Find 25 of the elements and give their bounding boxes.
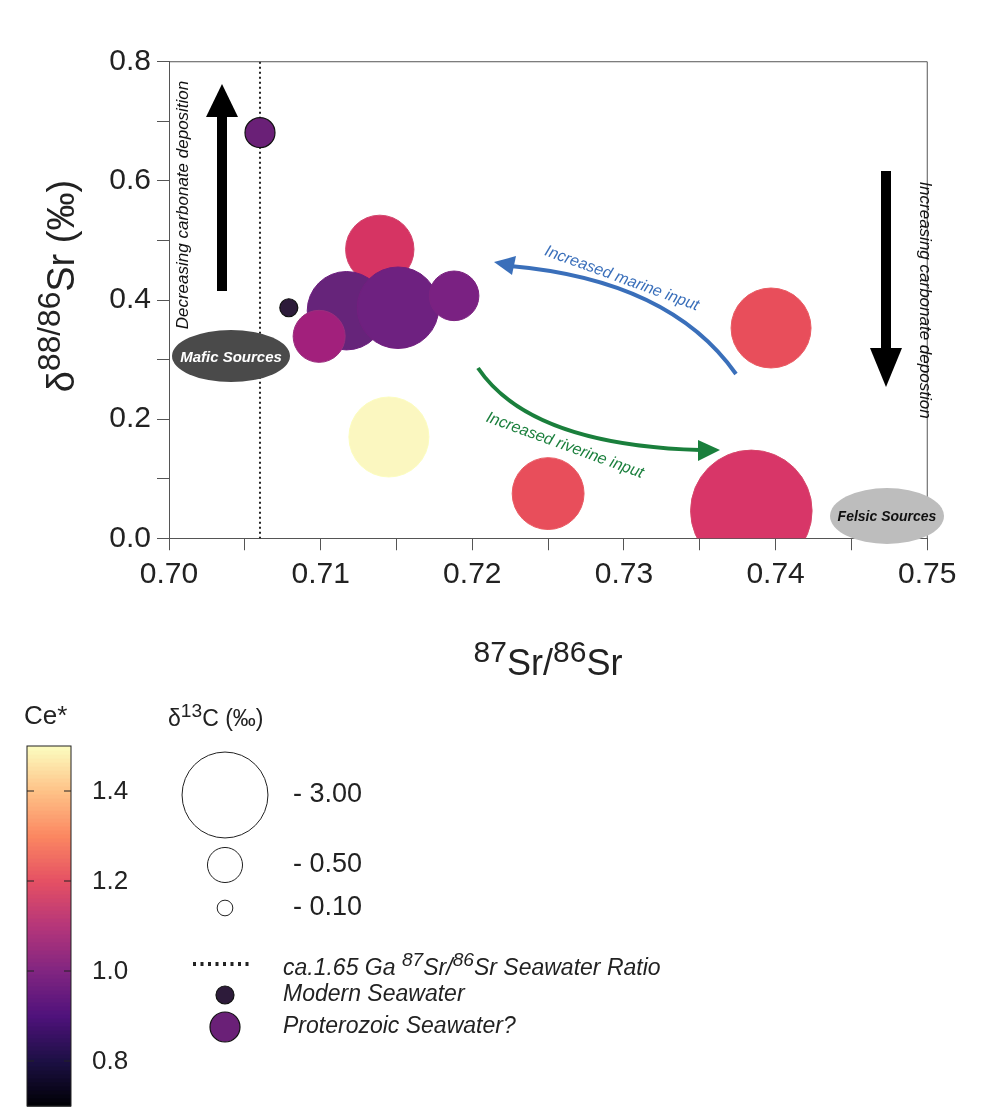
x-tick-label: 0.74 (746, 555, 805, 589)
legend-title: δ$^{13}$C (‰) (168, 700, 264, 732)
x-tick-label: 0.75 (898, 555, 957, 589)
color-bar-label: 1.0 (92, 955, 129, 986)
x-tick-label: 0.71 (291, 555, 350, 589)
x-tick-label: 0.73 (594, 555, 654, 589)
legend-label: - 0.50 (293, 848, 363, 879)
y-tick-label: 0.4 (109, 281, 151, 315)
y-tick-label: 0.0 (109, 519, 151, 553)
color-bar-label: 1.2 (92, 865, 129, 896)
legend-label: - 0.10 (293, 891, 363, 922)
legend-label: Proterozoic Seawater? (283, 1012, 516, 1039)
x-axis-title: $^{87}$Sr/$^{86}$Sr (472, 635, 624, 684)
color-bar-title: Ce* (24, 700, 68, 731)
color-bar-label: 1.4 (92, 775, 129, 806)
annotation: Decreasing carbonate deposition (173, 80, 192, 330)
legend-label: ca.1.65 Ga $^{87}$Sr/$^{86}$Sr Seawater Ratio (283, 949, 661, 981)
y-tick-label: 0.8 (109, 43, 151, 77)
x-tick-label: 0.72 (443, 555, 502, 589)
x-tick-label: 0.70 (139, 555, 199, 589)
y-tick-label: 0.6 (109, 162, 151, 196)
legend-label: Modern Seawater (283, 980, 465, 1007)
y-tick-label: 0.2 (109, 400, 151, 434)
annotation: Increasing carbonate depostion (915, 180, 936, 421)
legend-label: - 3.00 (293, 778, 363, 809)
